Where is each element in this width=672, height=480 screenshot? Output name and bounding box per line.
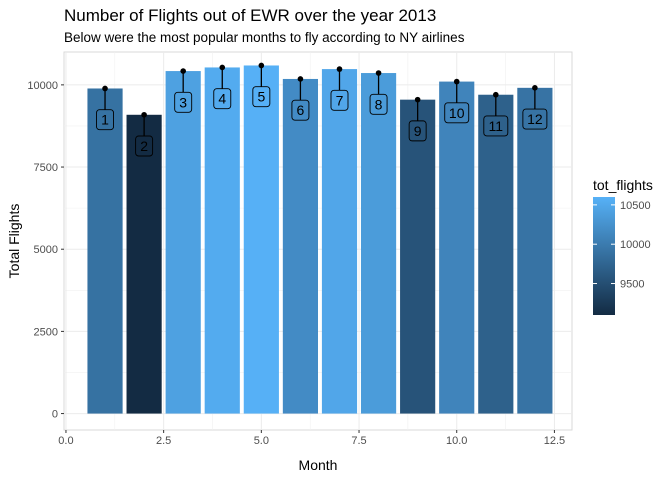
bar-label: 5 [257, 89, 265, 105]
legend-colorbar [593, 197, 615, 315]
bar-point [493, 91, 499, 98]
legend-ticks: 9500 10000 10500 [593, 200, 651, 291]
bar-label: 11 [489, 118, 504, 134]
bar-point [102, 85, 108, 92]
bar [204, 67, 240, 414]
bar [400, 99, 436, 414]
x-tick-label: 5.0 [254, 435, 269, 447]
bar-point [141, 111, 147, 118]
y-tick-label: 2500 [34, 326, 58, 338]
bar-point [258, 62, 265, 69]
bar [321, 69, 358, 414]
bar [243, 65, 279, 414]
bar-label: 6 [297, 102, 305, 118]
bar-point [180, 68, 186, 74]
bar-label-box [483, 115, 509, 137]
y-axis-ticks: 0 2500 5000 7500 10000 [27, 80, 64, 421]
y-tick-label: 0 [52, 409, 58, 421]
bar-label: 3 [179, 94, 187, 110]
x-tick-label: 12.5 [544, 435, 565, 447]
bar-label-box [135, 135, 154, 157]
bar-label-box [330, 89, 349, 111]
bar-label: 9 [414, 123, 422, 139]
x-tick-label: 7.5 [351, 435, 366, 447]
bar [165, 71, 201, 414]
x-tick-label: 10.0 [446, 435, 467, 447]
bar [360, 73, 397, 414]
bar [282, 78, 318, 414]
bar-label: 10 [449, 105, 465, 121]
x-tick-label: 2.5 [156, 435, 171, 447]
bar-label-box [96, 109, 114, 131]
bar-point [532, 85, 538, 91]
bar-point [219, 64, 226, 71]
bar [126, 114, 162, 414]
bar-label: 7 [336, 92, 344, 108]
y-tick-label: 7500 [34, 162, 58, 174]
legend-tick-label: 9500 [620, 279, 644, 291]
chart-title: Number of Flights out of EWR over the ye… [64, 6, 436, 25]
bar-label-box [522, 108, 548, 130]
y-tick-label: 5000 [34, 244, 58, 256]
bar-label-box [444, 102, 470, 124]
bar [439, 81, 475, 414]
bar-label-box [408, 120, 427, 142]
legend-tick-label: 10000 [620, 239, 651, 251]
y-axis-title: Total Flights [6, 204, 22, 279]
x-axis-title: Month [299, 457, 338, 473]
x-axis-ticks: 0.0 2.5 5.0 7.5 10.0 12.5 [58, 430, 565, 447]
x-tick-label: 0.0 [58, 435, 73, 447]
bar-label: 12 [527, 111, 543, 127]
y-tick-label: 10000 [27, 80, 58, 92]
bar-label-box [213, 88, 232, 110]
bar [478, 94, 514, 414]
bar-label: 8 [375, 96, 383, 112]
bar-point [414, 96, 421, 103]
bar-label-box [369, 93, 388, 115]
bar-label-box [174, 91, 193, 113]
bar-label-box [291, 99, 310, 121]
bar-label: 1 [101, 112, 109, 128]
legend-title: tot_flights [593, 177, 653, 193]
bar-label-box [252, 86, 271, 108]
chart-subtitle: Below were the most popular months to fl… [64, 30, 465, 45]
bar-label: 2 [140, 138, 148, 154]
bar [517, 87, 553, 414]
bar-label: 4 [218, 91, 226, 107]
legend-tick-label: 10500 [620, 200, 651, 212]
bar [87, 88, 123, 414]
bar-point [297, 76, 304, 82]
bar-point [375, 70, 382, 76]
bar-point [453, 78, 460, 85]
bar-point [336, 66, 343, 72]
